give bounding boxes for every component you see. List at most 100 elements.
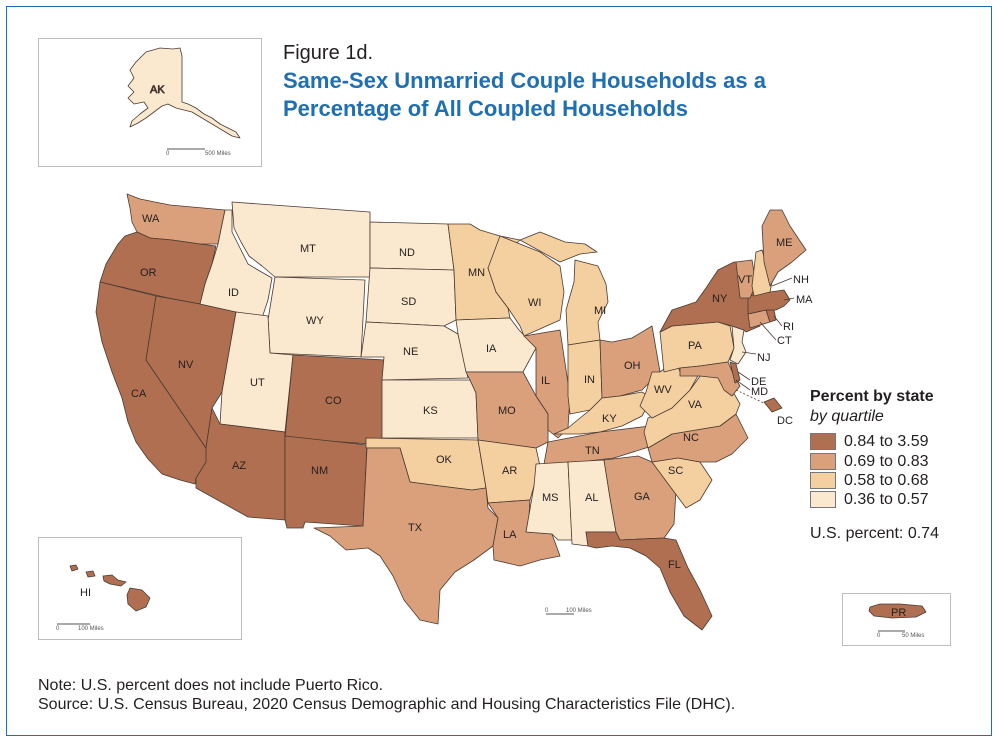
label-MN: MN: [468, 267, 485, 279]
label-MD: MD: [751, 386, 768, 398]
state-NE: [360, 321, 469, 381]
legend-label: 0.36 to 0.57: [844, 490, 929, 508]
state-NM: [284, 435, 368, 529]
state-WI: [487, 235, 565, 337]
legend-swatch: [810, 453, 836, 470]
label-SC: SC: [668, 465, 683, 477]
state-DC: [763, 397, 783, 413]
state-MA: [747, 289, 791, 315]
state-AR: [477, 439, 541, 504]
label-ID: ID: [228, 287, 239, 299]
label-MI: MI: [594, 305, 606, 317]
note-text: Note: U.S. percent does not include Puer…: [38, 677, 384, 694]
leader-DC: [735, 389, 767, 405]
label-VA: VA: [688, 399, 703, 411]
state-SD: [365, 267, 457, 327]
state-AK: [127, 47, 241, 139]
state-HI-oahu: [85, 570, 96, 578]
label-MO: MO: [498, 405, 516, 417]
label-SD: SD: [401, 296, 416, 308]
label-OR: OR: [140, 267, 157, 279]
figure-title-line-1: Same-Sex Unmarried Couple Households as …: [283, 68, 766, 93]
state-IA: [455, 317, 537, 373]
legend-item: 0.36 to 0.57: [810, 490, 929, 509]
label-HI: HI: [80, 587, 91, 599]
label-ME: ME: [776, 237, 793, 249]
scale-zero-alaska: 0: [166, 151, 170, 157]
state-DE: [729, 361, 741, 384]
label-CO: CO: [325, 395, 342, 407]
legend-item: 0.84 to 3.59: [810, 432, 929, 451]
label-MT: MT: [300, 243, 316, 255]
label-IN: IN: [584, 374, 595, 386]
label-CA: CA: [131, 388, 147, 400]
state-FL: [585, 531, 713, 631]
leader-RI: [773, 315, 783, 327]
label-OH: OH: [624, 360, 641, 372]
label-NY: NY: [712, 293, 728, 305]
state-IL: [523, 329, 571, 439]
label-DE: DE: [751, 376, 766, 388]
label-KS: KS: [423, 405, 438, 417]
footnotes: Note: U.S. percent does not include Puer…: [38, 676, 735, 714]
state-WY: [267, 276, 366, 358]
state-GA: [603, 455, 677, 541]
label-NH: NH: [793, 274, 809, 286]
label-PR: PR: [891, 607, 906, 619]
scale-zero-hawaii: 0: [56, 626, 60, 632]
label-NE: NE: [403, 346, 418, 358]
label-DC: DC: [777, 415, 793, 427]
label-AR: AR: [502, 465, 517, 477]
label-WA: WA: [142, 213, 160, 225]
label-CT: CT: [777, 335, 792, 347]
label-AL: AL: [585, 492, 598, 504]
leader-NH: [771, 277, 793, 287]
legend-item: 0.69 to 0.83: [810, 452, 929, 471]
scale-label-hawaii: 100 Miles: [78, 626, 104, 632]
scale-zero-mainland: 0: [545, 608, 549, 614]
source-text: Source: U.S. Census Bureau, 2020 Census …: [38, 696, 736, 713]
hawaii-inset: [38, 537, 242, 640]
state-ID: [199, 209, 273, 319]
label-LA: LA: [503, 529, 517, 541]
label-KY: KY: [602, 413, 617, 425]
label-NJ: NJ: [757, 352, 770, 364]
legend-item: 0.58 to 0.68: [810, 471, 929, 490]
label-VT: VT: [738, 274, 752, 286]
state-NH: [751, 249, 773, 297]
legend-swatch: [810, 472, 836, 489]
state-PR: [868, 603, 927, 619]
label-WI: WI: [528, 297, 541, 309]
state-HI-maui: [102, 574, 127, 587]
legend-swatch: [810, 491, 836, 508]
label-IL: IL: [541, 375, 550, 387]
state-ND: [369, 221, 455, 271]
legend-subtitle: by quartile: [810, 408, 884, 425]
scale-zero-pr: 0: [877, 633, 881, 639]
us-percent: U.S. percent: 0.74: [810, 525, 939, 542]
leader-NJ: [741, 351, 757, 355]
leader-DE: [737, 371, 751, 381]
label-PA: PA: [688, 340, 703, 352]
label-WV: WV: [654, 384, 672, 396]
label-NV: NV: [178, 359, 194, 371]
legend-label: 0.58 to 0.68: [844, 471, 929, 489]
legend-label: 0.84 to 3.59: [844, 432, 929, 450]
figure-title-line-2: Percentage of All Coupled Households: [283, 96, 689, 121]
label-NC: NC: [683, 432, 699, 444]
leader-CT: [759, 321, 777, 341]
state-HI-kauai: [69, 564, 79, 572]
label-WY: WY: [306, 315, 324, 327]
label-IA: IA: [486, 343, 497, 355]
figure-label: Figure 1d.: [283, 42, 374, 64]
label-MA: MA: [796, 294, 813, 306]
leader-MA: [783, 297, 795, 301]
figure-frame: [6, 6, 992, 736]
state-MO: [465, 371, 549, 449]
state-MI-up: [519, 231, 598, 263]
label-RI: RI: [783, 321, 794, 333]
state-MD: [679, 361, 741, 397]
leader-MD: [735, 379, 751, 391]
legend-label: 0.69 to 0.83: [844, 452, 929, 470]
label-FL: FL: [668, 559, 681, 571]
